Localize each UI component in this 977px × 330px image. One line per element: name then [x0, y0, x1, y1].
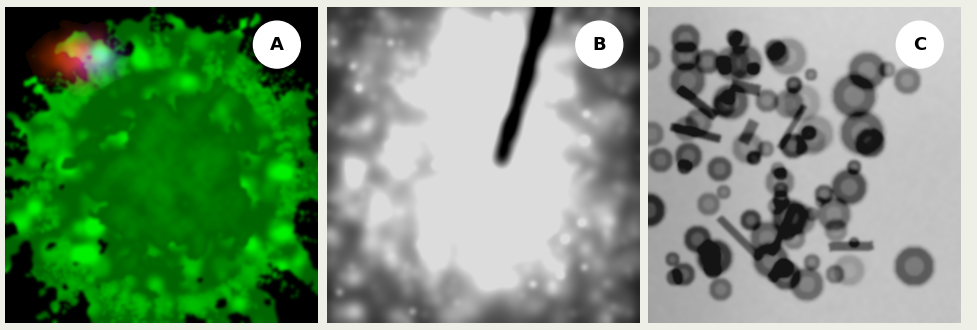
Text: B: B — [592, 36, 606, 53]
Ellipse shape — [253, 21, 300, 68]
Text: A: A — [270, 36, 284, 53]
Ellipse shape — [575, 21, 622, 68]
Ellipse shape — [896, 21, 943, 68]
Text: C: C — [913, 36, 926, 53]
